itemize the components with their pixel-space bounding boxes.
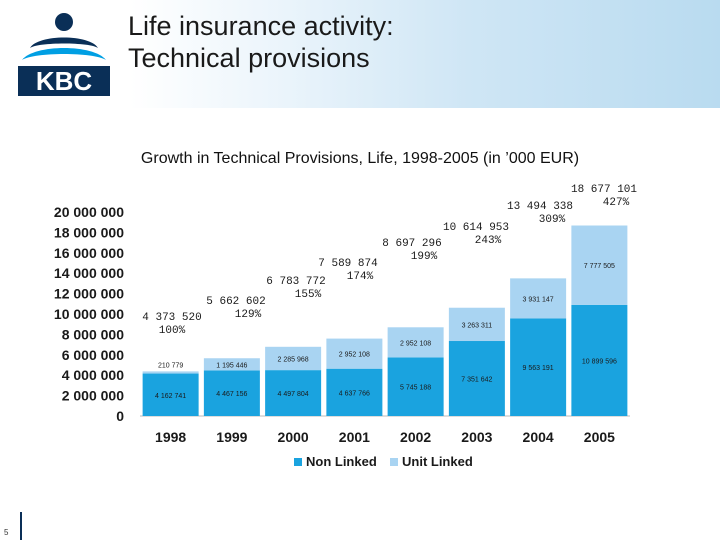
- y-tick-label: 14 000 000: [54, 265, 124, 281]
- legend-label-unit-linked: Unit Linked: [402, 454, 473, 469]
- bar-non-linked: [510, 318, 567, 416]
- logo-arc-top: [30, 37, 98, 48]
- total-value-label: 8 697 296: [382, 238, 441, 250]
- y-tick-label: 0: [116, 408, 124, 424]
- bar-unit-linked: [203, 358, 260, 371]
- bar-non-linked: [326, 368, 383, 416]
- non-linked-value-label: 5 745 188: [400, 385, 431, 392]
- logo-head: [55, 13, 73, 31]
- y-tick-label: 16 000 000: [54, 245, 124, 261]
- unit-linked-value-label: 1 195 446: [216, 362, 247, 369]
- y-tick-label: 8 000 000: [62, 326, 124, 342]
- growth-percent-label: 199%: [411, 251, 438, 263]
- y-tick-label: 20 000 000: [54, 204, 124, 220]
- bar-unit-linked: [510, 278, 567, 319]
- total-value-label: 5 662 602: [206, 296, 265, 308]
- y-tick-label: 2 000 000: [62, 388, 124, 404]
- y-tick-label: 18 000 000: [54, 224, 124, 240]
- non-linked-value-label: 9 563 191: [523, 365, 554, 372]
- unit-linked-value-label: 2 285 968: [278, 356, 309, 363]
- bar-unit-linked: [571, 225, 628, 305]
- bar-unit-linked: [387, 327, 444, 358]
- non-linked-value-label: 7 351 642: [461, 377, 492, 384]
- x-category-label: 2004: [523, 429, 554, 445]
- bar-unit-linked: [448, 307, 505, 342]
- chart-title: Growth in Technical Provisions, Life, 19…: [140, 150, 580, 167]
- unit-linked-value-label: 3 263 311: [462, 322, 493, 329]
- unit-linked-value-label: 3 931 147: [523, 296, 554, 303]
- logo-arc-bottom: [22, 48, 106, 60]
- non-linked-value-label: 4 637 766: [339, 390, 370, 397]
- x-category-label: 2001: [339, 429, 370, 445]
- x-category-label: 1999: [216, 429, 247, 445]
- title-line-1: Life insurance activity:: [128, 11, 394, 41]
- x-category-label: 2003: [461, 429, 492, 445]
- non-linked-value-label: 10 899 596: [582, 358, 617, 365]
- growth-percent-label: 427%: [603, 197, 630, 209]
- y-tick-label: 12 000 000: [54, 286, 124, 302]
- total-value-label: 7 589 874: [318, 258, 378, 270]
- logo-wordmark: KBC: [36, 66, 93, 96]
- growth-percent-label: 243%: [475, 235, 502, 247]
- page-marker: [20, 512, 22, 540]
- bar-non-linked: [387, 357, 444, 416]
- total-value-label: 18 677 101: [571, 184, 637, 196]
- legend-swatch-unit-linked: [390, 458, 398, 466]
- bar-unit-linked: [326, 338, 383, 369]
- slide-header: KBC Life insurance activity: Technical p…: [0, 0, 720, 108]
- growth-percent-label: 309%: [539, 214, 566, 226]
- total-value-label: 13 494 338: [507, 201, 573, 213]
- bar-non-linked: [142, 373, 199, 416]
- non-linked-value-label: 4 162 741: [155, 393, 186, 400]
- header-gradient: [0, 0, 720, 108]
- unit-linked-value-label: 210 779: [158, 362, 183, 369]
- total-value-label: 10 614 953: [443, 222, 509, 234]
- bar-non-linked: [203, 370, 260, 416]
- growth-percent-label: 155%: [295, 289, 322, 301]
- unit-linked-value-label: 2 952 108: [339, 352, 370, 359]
- bar-non-linked: [265, 370, 322, 416]
- growth-percent-label: 100%: [159, 325, 186, 337]
- unit-linked-value-label: 2 952 108: [400, 340, 431, 347]
- x-category-label: 2005: [584, 429, 615, 445]
- y-tick-label: 6 000 000: [62, 347, 124, 363]
- x-category-label: 2002: [400, 429, 431, 445]
- kbc-logo: KBC: [18, 13, 110, 96]
- total-value-label: 6 783 772: [266, 276, 325, 288]
- unit-linked-value-label: 7 777 505: [584, 263, 615, 270]
- page-number: 5: [4, 528, 9, 537]
- bar-non-linked: [448, 341, 505, 416]
- bar-unit-linked: [265, 346, 322, 371]
- y-tick-label: 10 000 000: [54, 306, 124, 322]
- bar-unit-linked: [142, 371, 199, 374]
- legend-label-non-linked: Non Linked: [306, 454, 377, 469]
- non-linked-value-label: 4 497 804: [278, 391, 309, 398]
- total-value-label: 4 373 520: [142, 312, 201, 324]
- growth-percent-label: 129%: [235, 309, 262, 321]
- growth-percent-label: 174%: [347, 271, 374, 283]
- slide-title: Life insurance activity: Technical provi…: [128, 10, 394, 74]
- x-category-label: 1998: [155, 429, 186, 445]
- title-line-2: Technical provisions: [128, 43, 370, 73]
- x-category-label: 2000: [278, 429, 309, 445]
- logo-wordmark-bg: [18, 66, 110, 96]
- bar-non-linked: [571, 304, 628, 416]
- non-linked-value-label: 4 467 156: [216, 391, 247, 398]
- legend-swatch-non-linked: [294, 458, 302, 466]
- y-tick-label: 4 000 000: [62, 367, 124, 383]
